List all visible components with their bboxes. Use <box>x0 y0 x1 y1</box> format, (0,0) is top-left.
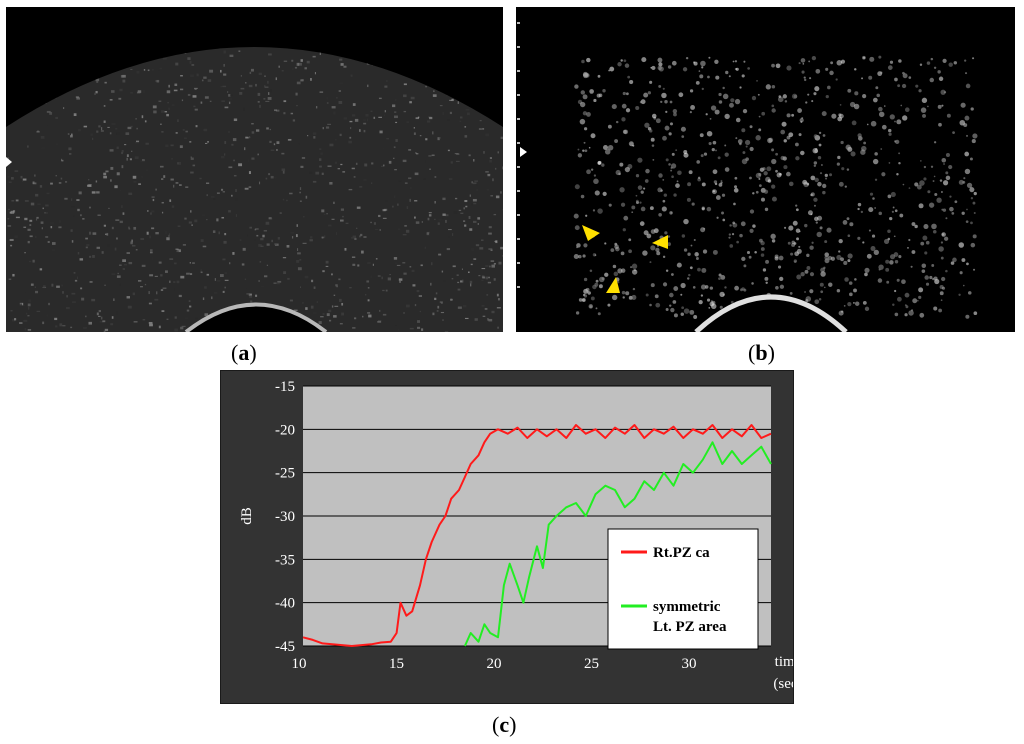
y-tick-label: -15 <box>275 379 295 395</box>
scale-dot <box>517 142 520 144</box>
ultrasound-bmode-graphic <box>6 47 503 332</box>
x-axis-label: time <box>775 654 793 670</box>
legend-box <box>607 528 759 650</box>
scale-dot <box>517 94 520 96</box>
x-axis-label: (sec) <box>773 676 793 692</box>
series-line-rt-pz-ca <box>302 424 772 647</box>
scale-dot <box>517 118 520 120</box>
scale-dot <box>517 22 520 24</box>
scale-dot <box>517 286 520 288</box>
y-tick-label: -20 <box>275 422 295 438</box>
y-axis-label: dB <box>239 507 255 525</box>
legend: Rt.PZ ca symmetric Lt. PZ area <box>607 528 759 650</box>
arrowhead-icon <box>652 235 668 249</box>
ultrasound-image-b <box>516 7 1015 332</box>
probe-arc <box>694 294 848 332</box>
ultrasound-contrast-graphic <box>517 22 978 332</box>
legend-label: Rt.PZ ca <box>653 545 710 561</box>
y-tick-label: -40 <box>275 596 295 612</box>
scale-dot <box>517 46 520 48</box>
x-tick-label: 10 <box>292 656 307 672</box>
arrowhead-icon <box>582 225 600 241</box>
x-tick-label: 25 <box>584 656 599 672</box>
scale-dot <box>517 214 520 216</box>
scale-dot <box>517 166 520 168</box>
probe-arc <box>184 302 328 332</box>
x-tick-label: 20 <box>487 656 502 672</box>
series-line-lt-pz-area <box>463 441 772 647</box>
x-tick-label: 30 <box>682 656 697 672</box>
scale-dot <box>517 262 520 264</box>
contrast-speckle <box>573 55 978 319</box>
y-tick-label: -35 <box>275 552 295 568</box>
arrowhead-icon <box>606 277 620 293</box>
panel-label-b: (b) <box>748 340 775 365</box>
legend-label: symmetric <box>653 599 721 615</box>
speckle-field <box>6 47 503 332</box>
panel-label-a: (a) <box>231 340 257 365</box>
y-tick-label: -45 <box>275 639 295 655</box>
ultrasound-image-a <box>6 7 503 332</box>
y-tick-label: -25 <box>275 466 295 482</box>
y-tick-label: -30 <box>275 509 295 525</box>
depth-marker <box>6 157 12 167</box>
scale-dot <box>517 70 520 72</box>
panel-label-c: (c) <box>492 712 517 737</box>
x-tick-label: 15 <box>389 656 404 672</box>
legend-label: Lt. PZ area <box>653 619 727 635</box>
scale-dot <box>517 238 520 240</box>
scale-dot <box>517 190 520 192</box>
depth-marker <box>520 147 527 157</box>
